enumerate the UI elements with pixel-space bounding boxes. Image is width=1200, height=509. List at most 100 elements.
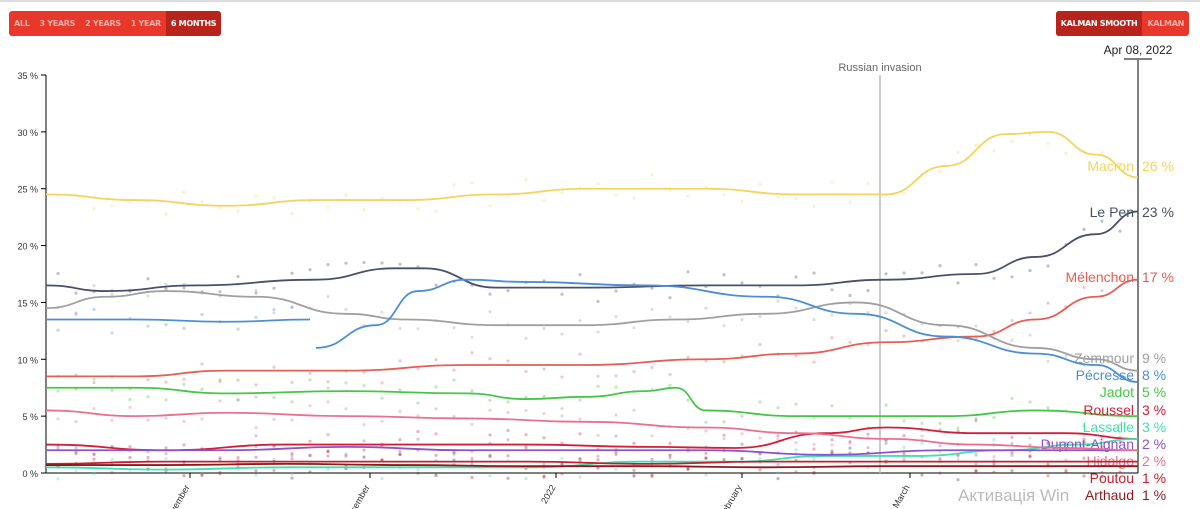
series-line-hidalgo — [45, 409, 1139, 452]
poll-dot — [920, 421, 924, 425]
y-tick-label: 20 % — [17, 242, 38, 252]
poll-dot — [182, 419, 186, 424]
poll-dot — [632, 370, 636, 374]
poll-dot — [542, 198, 546, 202]
poll-dot — [938, 444, 942, 448]
range-button-3-years[interactable]: 3 YEARS — [39, 19, 76, 28]
poll-dot — [452, 326, 456, 330]
poll-dot — [200, 387, 204, 391]
range-button-all[interactable]: ALL — [14, 19, 30, 28]
poll-dot — [416, 367, 420, 371]
poll-dot — [956, 281, 960, 285]
poll-dot — [398, 359, 402, 363]
poll-dot — [650, 434, 654, 438]
poll-dot — [326, 400, 330, 404]
poll-dot — [776, 471, 780, 475]
poll-dot — [1064, 151, 1068, 155]
poll-dot — [938, 264, 942, 268]
poll-dot — [92, 381, 96, 385]
poll-dot — [596, 454, 600, 458]
poll-dot — [758, 400, 762, 404]
poll-dot — [506, 400, 510, 404]
poll-dot — [506, 476, 510, 480]
poll-dot — [1118, 276, 1122, 280]
poll-dot — [686, 398, 690, 402]
poll-dot — [326, 454, 330, 458]
poll-dot — [668, 296, 672, 300]
poll-dot — [794, 197, 798, 201]
poll-dot — [524, 336, 528, 340]
series-line-poutou — [45, 460, 1138, 465]
poll-dot — [416, 471, 420, 475]
series-label: Le Pen — [1090, 204, 1134, 220]
poll-dot — [578, 432, 582, 436]
poll-dot — [992, 415, 996, 420]
poll-dot — [218, 456, 222, 460]
poll-dot — [632, 441, 636, 445]
x-tick-label: December — [342, 483, 371, 509]
poll-dot — [452, 368, 456, 372]
poll-dot — [164, 212, 168, 216]
poll-dot — [686, 194, 690, 198]
series-label: Lassalle — [1083, 419, 1135, 435]
series-line-dupont-aignan — [45, 445, 1138, 456]
poll-dot — [218, 399, 222, 403]
poll-dot — [974, 462, 978, 466]
poll-dot — [218, 472, 222, 476]
poll-dot — [542, 475, 546, 479]
poll-dot — [920, 434, 924, 438]
poll-dot — [1082, 434, 1086, 438]
poll-dot — [686, 467, 690, 471]
poll-dot — [632, 408, 636, 412]
poll-dot — [326, 294, 330, 299]
poll-dot — [722, 273, 726, 277]
poll-dot — [110, 204, 114, 208]
poll-dot — [128, 397, 132, 402]
poll-dot — [272, 417, 276, 421]
range-button-2-years[interactable]: 2 YEARS — [85, 19, 121, 28]
poll-dot — [596, 466, 600, 470]
poll-dot — [182, 377, 186, 381]
range-button-1-year[interactable]: 1 YEAR — [130, 19, 161, 28]
poll-dot — [182, 473, 186, 478]
poll-dot — [416, 401, 420, 405]
poll-dot — [542, 394, 546, 399]
poll-dot — [380, 476, 384, 481]
poll-dot — [74, 446, 78, 450]
series-value: 1 % — [1142, 470, 1166, 486]
poll-dot — [650, 365, 654, 370]
poll-dot — [272, 311, 276, 315]
poll-dot — [272, 468, 276, 472]
poll-dot — [254, 473, 258, 477]
poll-dot — [956, 339, 960, 343]
poll-dot — [434, 209, 438, 213]
poll-dot — [290, 305, 294, 309]
poll-dot — [164, 446, 168, 450]
poll-dot — [974, 453, 978, 457]
poll-dot — [92, 377, 96, 381]
poll-dot — [1082, 456, 1086, 460]
poll-dot — [1100, 445, 1104, 449]
poll-dot — [326, 263, 330, 267]
mode-button-kalman[interactable]: KALMAN — [1147, 19, 1184, 28]
poll-dot — [704, 456, 708, 460]
poll-dot — [308, 439, 312, 443]
poll-dot — [452, 457, 456, 461]
range-button-6-months[interactable]: 6 MONTHS — [165, 11, 222, 36]
poll-dot — [74, 452, 78, 456]
series-label: Jadot — [1100, 384, 1134, 400]
poll-dot — [146, 277, 150, 281]
poll-dot — [668, 372, 672, 376]
poll-dot — [146, 418, 150, 422]
poll-dot — [74, 312, 78, 317]
poll-dot — [956, 150, 960, 154]
poll-dot — [776, 195, 780, 200]
poll-dot — [92, 307, 96, 312]
poll-dot — [290, 451, 294, 456]
y-tick-label: 5 % — [22, 412, 38, 422]
poll-dot — [164, 323, 168, 327]
mode-button-kalman-smooth[interactable]: KALMAN SMOOTH — [1055, 11, 1143, 36]
poll-dot — [974, 469, 978, 473]
poll-dot — [758, 314, 762, 319]
poll-dot — [434, 432, 438, 436]
